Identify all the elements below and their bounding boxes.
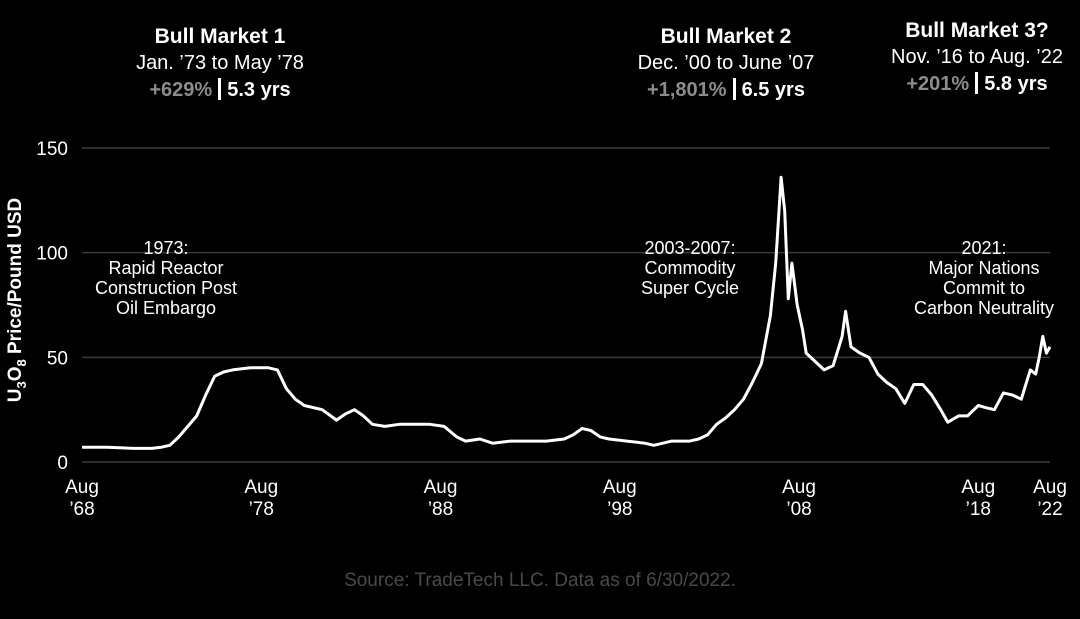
bull-market-dates: Dec. ’00 to June ’07 (637, 52, 815, 74)
x-tick-label: ’88 (428, 499, 453, 520)
y-tick-label: 50 (47, 348, 68, 369)
x-tick-label: ’68 (69, 499, 94, 520)
bull-market-title: Bull Market 2 (660, 25, 792, 48)
gridlines (82, 147, 1050, 463)
bull-market-gain: +201% (906, 73, 970, 95)
price-series-line (82, 175, 1052, 450)
y-tick-label: 100 (36, 244, 68, 265)
annotation-1973: 1973: Rapid Reactor Construction Post Oi… (94, 238, 238, 318)
y-axis-label: U3O8 Price/Pound USD (5, 197, 29, 403)
x-tick-label: ’22 (1037, 499, 1062, 520)
bull-market-title: Bull Market 1 (154, 25, 286, 48)
x-tick-label: Aug (424, 477, 458, 498)
x-tick-label: Aug (244, 477, 278, 498)
x-tick-label: Aug (603, 477, 637, 498)
bull-market-gain: +629% (149, 79, 213, 101)
x-tick-label: Aug (782, 477, 816, 498)
annotation-2021: 2021: Major Nations Commit to Carbon Neu… (913, 238, 1055, 318)
bull-market-3: Bull Market 3? Nov. ’16 to Aug. ’22 +201… (847, 18, 1080, 98)
annotation-2003-2007: 2003-2007: Commodity Super Cycle (640, 238, 740, 298)
bull-market-1: Bull Market 1 Jan. ’73 to May ’78 +629% 5… (90, 24, 350, 104)
x-tick-label: Aug (65, 477, 99, 498)
y-tick-labels: 0 50 100 150 (36, 139, 68, 474)
bull-market-gain: +1,801% (647, 79, 727, 101)
y-tick-label: 150 (36, 139, 68, 160)
bull-market-2: Bull Market 2 Dec. ’00 to June ’07 +1,80… (596, 24, 856, 104)
bull-market-dates: Nov. ’16 to Aug. ’22 (891, 46, 1063, 68)
bull-market-dates: Jan. ’73 to May ’78 (136, 52, 304, 74)
x-tick-label: Aug (961, 477, 995, 498)
x-tick-label: ’18 (966, 499, 991, 520)
bull-market-duration: 6.5 yrs (741, 79, 805, 101)
x-tick-labels: Aug’68Aug’78Aug’88Aug’98Aug’08Aug’18Aug’… (65, 477, 1067, 520)
bull-market-title: Bull Market 3? (905, 19, 1049, 42)
x-tick-label: Aug (1033, 477, 1067, 498)
y-tick-label: 0 (57, 453, 68, 474)
x-tick-label: ’08 (786, 499, 811, 520)
x-tick-label: ’78 (249, 499, 274, 520)
source-note: Source: TradeTech LLC. Data as of 6/30/2… (344, 570, 736, 591)
bull-market-duration: 5.3 yrs (227, 79, 291, 101)
x-tick-label: ’98 (607, 499, 632, 520)
bull-market-duration: 5.8 yrs (984, 73, 1048, 95)
